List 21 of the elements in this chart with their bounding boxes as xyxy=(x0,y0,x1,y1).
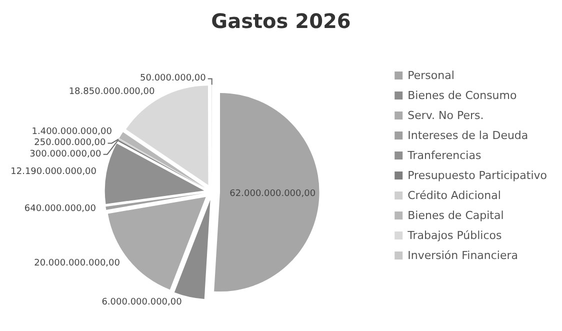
data-label: 50.000.000,00 xyxy=(140,74,206,84)
data-label: 1.400.000.000,00 xyxy=(32,126,112,137)
legend-label: Personal xyxy=(408,69,454,82)
legend-label: Tranferencias xyxy=(406,149,482,162)
data-label: 18.850.000.000,00 xyxy=(68,86,155,97)
data-label: 20.000.000.000,00 xyxy=(34,258,120,269)
data-label: 6.000.000.000,00 xyxy=(102,298,182,308)
legend-label: Presupuesto Participativo xyxy=(408,169,548,182)
data-label: 640.000.000,00 xyxy=(24,204,96,214)
legend-label: Serv. No Pers. xyxy=(408,109,484,122)
legend-label: Intereses de la Deuda xyxy=(408,129,528,142)
data-label: 62.000.000.000,00 xyxy=(230,188,316,199)
data-label: 12.190.000.000,00 xyxy=(10,166,97,177)
chart-title: Gastos 2026 xyxy=(211,9,351,33)
legend-label: Bienes de Capital xyxy=(408,209,504,222)
legend-label: Trabajos Públicos xyxy=(406,229,502,242)
data-label: 250.000.000,00 xyxy=(34,138,106,148)
legend-label: Inversión Financiera xyxy=(408,249,518,262)
legend-label: Bienes de Consumo xyxy=(408,89,517,102)
data-label: 300.000.000,00 xyxy=(30,149,102,160)
legend-label: Crédito Adicional xyxy=(408,189,501,202)
